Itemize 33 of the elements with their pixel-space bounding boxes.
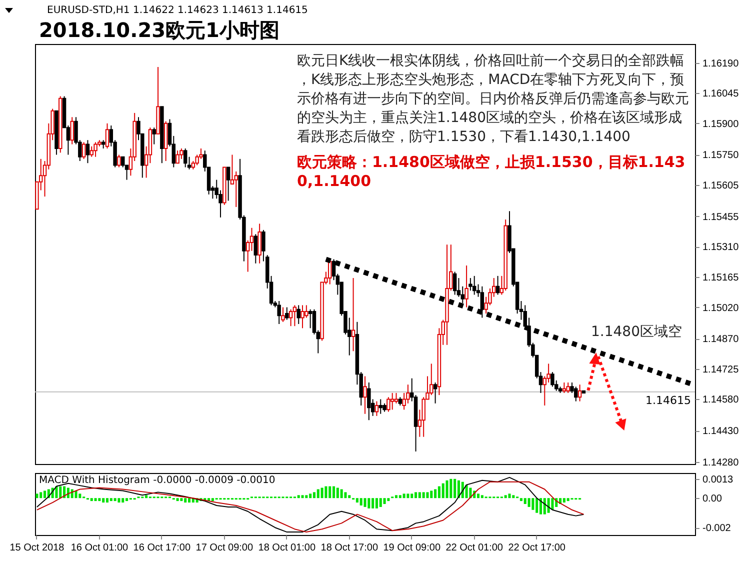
y-tick-label: 1.15750 — [702, 150, 740, 162]
x-tick-label: 22 Oct 01:00 — [446, 542, 504, 554]
y-tick-label: 0.00 — [702, 494, 722, 505]
y-tick-label: 1.15455 — [702, 212, 740, 223]
y-tick-label: 1.15605 — [702, 180, 740, 192]
ref-line-label: 1.14615 — [646, 394, 691, 407]
y-tick-label: 1.16045 — [702, 88, 740, 100]
y-tick-label: 1.14870 — [702, 334, 740, 346]
chart-title: MACD With Histogram -0.0000 -0.0009 -0.0010 — [39, 475, 276, 486]
y-tick-label: -0.002 — [702, 523, 732, 534]
x-tick-label: 15 Oct 2018 — [10, 542, 65, 554]
y-tick-label: 1.16190 — [702, 58, 740, 70]
y-tick-label: 1.15900 — [702, 118, 740, 130]
x-tick-label: 22 Oct 17:00 — [508, 542, 566, 554]
y-tick-label: 1.15310 — [702, 242, 740, 254]
text: EURUSD-STD,H1 1.14622 1.14623 1.14613 1.14615 — [47, 5, 308, 16]
annotation: 欧元日K线收一根实体阴线，价格回吐前一个交易日的全部跌幅，K线形态上形态空头炮形态，MACD在零轴下方死叉向下，预示价格有进一步向下的空间。日内价格反弹后仍需逢高参与欧元的空头为主，重点关注1.1480区域的空头，价格在该区域形成看跌形态后做空，防守1.1530，下看1.1430,1.1400 — [297, 53, 689, 145]
y-tick-label: 1.14430 — [702, 426, 740, 438]
y-tick-label: 0.0013 — [702, 474, 734, 486]
x-tick-label: 16 Oct 01:00 — [70, 542, 129, 554]
x-tick-label: 18 Oct 17:00 — [320, 542, 378, 554]
annotation: 1.1480区域空 — [591, 324, 682, 340]
x-tick-label: 18 Oct 01:00 — [258, 542, 316, 554]
y-tick-label: 1.14580 — [702, 394, 740, 406]
x-tick-label: 17 Oct 09:00 — [196, 542, 254, 554]
y-tick-label: 1.15165 — [702, 272, 740, 284]
x-tick-label: 19 Oct 09:00 — [383, 542, 441, 554]
x-tick-label: 16 Oct 17:00 — [133, 542, 191, 554]
annotation: 欧元策略：1.1480区域做空，止损1.1530，目标1.1430,1.1400 — [297, 153, 686, 190]
y-tick-label: 1.14280 — [702, 457, 740, 468]
chart-title: 2018.10.23欧元1小时图 — [39, 18, 280, 42]
y-tick-label: 1.15020 — [702, 302, 740, 314]
y-tick-label: 1.14725 — [702, 364, 740, 376]
